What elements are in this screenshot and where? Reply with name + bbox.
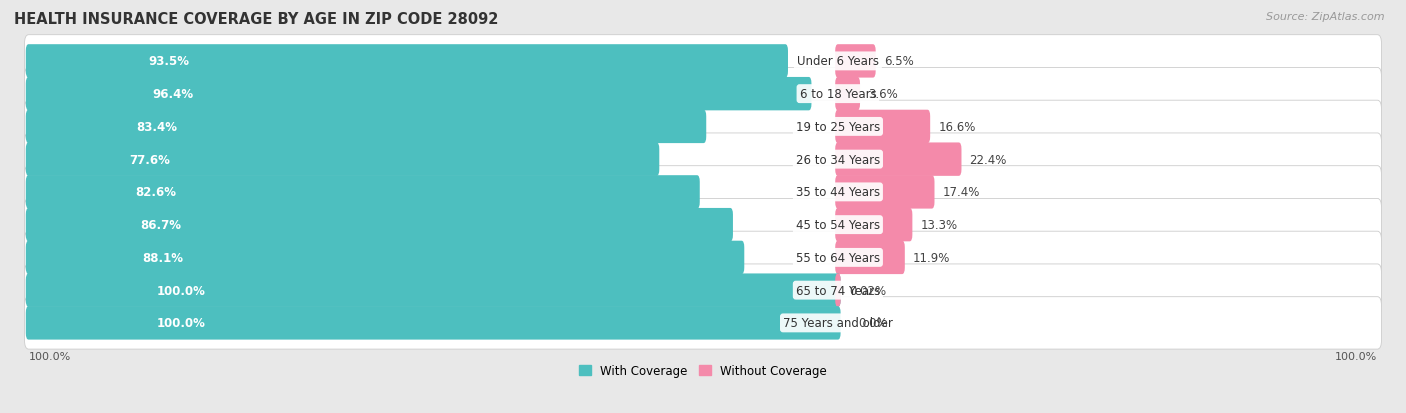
- FancyBboxPatch shape: [835, 176, 935, 209]
- FancyBboxPatch shape: [24, 297, 1382, 349]
- Text: Under 6 Years: Under 6 Years: [797, 55, 879, 68]
- Text: 26 to 34 Years: 26 to 34 Years: [796, 153, 880, 166]
- Text: 75 Years and older: 75 Years and older: [783, 317, 893, 330]
- Text: 77.6%: 77.6%: [129, 153, 170, 166]
- FancyBboxPatch shape: [24, 166, 1382, 218]
- FancyBboxPatch shape: [24, 101, 1382, 153]
- FancyBboxPatch shape: [835, 110, 931, 144]
- FancyBboxPatch shape: [835, 78, 860, 111]
- FancyBboxPatch shape: [835, 274, 841, 307]
- FancyBboxPatch shape: [835, 241, 905, 274]
- Text: 19 to 25 Years: 19 to 25 Years: [796, 121, 880, 133]
- Text: 16.6%: 16.6%: [938, 121, 976, 133]
- FancyBboxPatch shape: [24, 134, 1382, 186]
- Text: 86.7%: 86.7%: [141, 218, 181, 232]
- Text: 100.0%: 100.0%: [156, 317, 205, 330]
- Text: 65 to 74 Years: 65 to 74 Years: [796, 284, 880, 297]
- Text: 35 to 44 Years: 35 to 44 Years: [796, 186, 880, 199]
- FancyBboxPatch shape: [25, 274, 841, 307]
- Text: 96.4%: 96.4%: [152, 88, 194, 101]
- FancyBboxPatch shape: [835, 209, 912, 242]
- FancyBboxPatch shape: [24, 264, 1382, 317]
- FancyBboxPatch shape: [25, 241, 744, 274]
- FancyBboxPatch shape: [24, 68, 1382, 121]
- FancyBboxPatch shape: [25, 306, 841, 340]
- FancyBboxPatch shape: [25, 45, 787, 78]
- Text: 0.02%: 0.02%: [849, 284, 886, 297]
- FancyBboxPatch shape: [25, 78, 811, 111]
- Text: 100.0%: 100.0%: [28, 351, 70, 361]
- Text: 83.4%: 83.4%: [136, 121, 177, 133]
- FancyBboxPatch shape: [25, 176, 700, 209]
- FancyBboxPatch shape: [24, 232, 1382, 284]
- FancyBboxPatch shape: [25, 209, 733, 242]
- Text: 6 to 18 Years: 6 to 18 Years: [800, 88, 876, 101]
- Text: 100.0%: 100.0%: [156, 284, 205, 297]
- Text: 93.5%: 93.5%: [149, 55, 190, 68]
- Text: 55 to 64 Years: 55 to 64 Years: [796, 251, 880, 264]
- Legend: With Coverage, Without Coverage: With Coverage, Without Coverage: [575, 361, 831, 381]
- Text: 3.6%: 3.6%: [868, 88, 898, 101]
- FancyBboxPatch shape: [24, 36, 1382, 88]
- FancyBboxPatch shape: [24, 199, 1382, 251]
- FancyBboxPatch shape: [25, 143, 659, 176]
- Text: 0.0%: 0.0%: [858, 317, 887, 330]
- Text: 22.4%: 22.4%: [970, 153, 1007, 166]
- Text: 13.3%: 13.3%: [921, 218, 957, 232]
- Text: 100.0%: 100.0%: [1336, 351, 1378, 361]
- FancyBboxPatch shape: [835, 143, 962, 176]
- Text: 82.6%: 82.6%: [135, 186, 177, 199]
- Text: 6.5%: 6.5%: [884, 55, 914, 68]
- FancyBboxPatch shape: [25, 110, 706, 144]
- FancyBboxPatch shape: [835, 45, 876, 78]
- Text: 11.9%: 11.9%: [912, 251, 950, 264]
- Text: 88.1%: 88.1%: [142, 251, 183, 264]
- Text: 17.4%: 17.4%: [942, 186, 980, 199]
- Text: 45 to 54 Years: 45 to 54 Years: [796, 218, 880, 232]
- Text: Source: ZipAtlas.com: Source: ZipAtlas.com: [1267, 12, 1385, 22]
- Text: HEALTH INSURANCE COVERAGE BY AGE IN ZIP CODE 28092: HEALTH INSURANCE COVERAGE BY AGE IN ZIP …: [14, 12, 499, 27]
